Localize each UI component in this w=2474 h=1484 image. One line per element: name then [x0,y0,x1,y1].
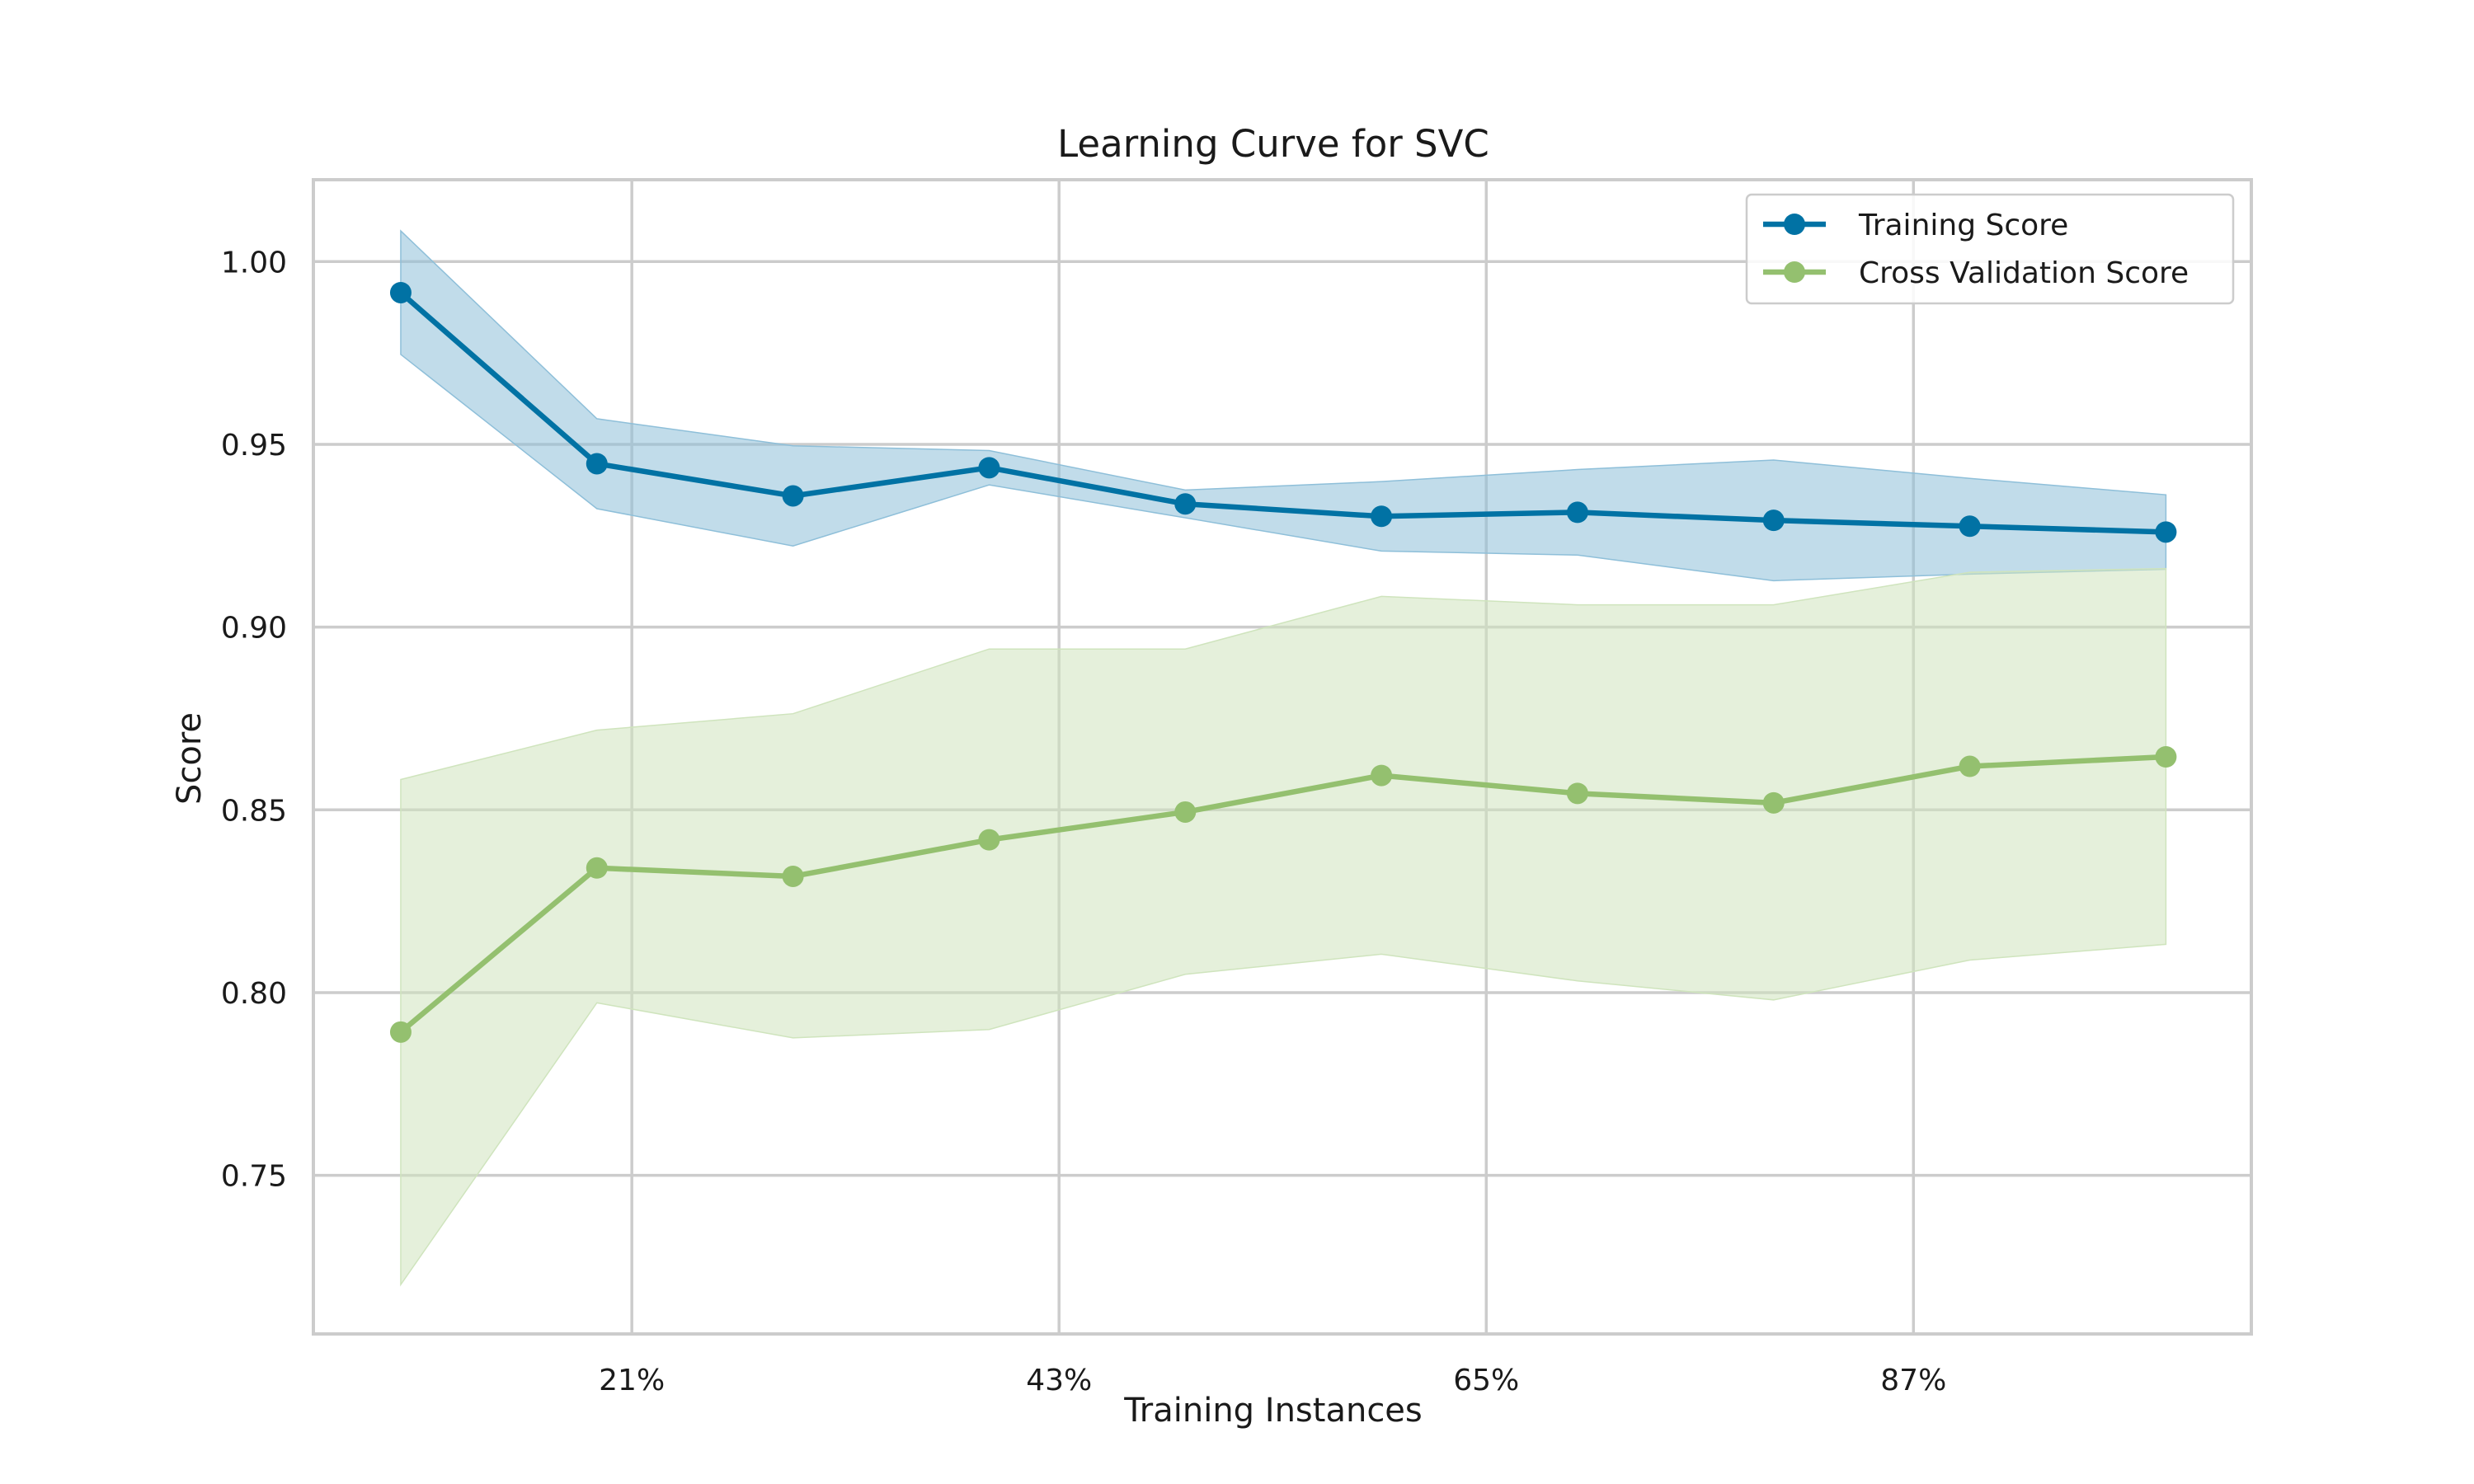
cross-validation-score-line [398,754,2166,1035]
x-tick-label: 21% [599,1364,665,1397]
cross-validation-score-point [1959,755,1981,777]
cross-validation-score-point [1566,782,1588,805]
cross-validation-score-point [389,1021,412,1043]
y-tick-label: 0.90 [221,612,287,646]
cross-validation-score-point [586,857,608,879]
x-tick-label: 65% [1453,1364,1519,1397]
training-score-point [2155,521,2177,543]
y-tick-label: 0.75 [221,1160,287,1194]
tick-labels: 21% 43% 65% 87% 0.75 0.80 0.85 0.90 0.95 1.00 [221,246,1946,1397]
x-tick-label: 43% [1026,1364,1092,1397]
x-tick-label: 87% [1880,1364,1946,1397]
legend-label: Training Score [1858,209,2068,242]
cross-validation-score-band [400,567,2167,1287]
cross-validation-score-point [2155,746,2177,768]
training-score-point [586,453,608,475]
y-tick-label: 1.00 [221,246,287,279]
cross-validation-score-point [782,865,804,887]
legend: Training Score Cross Validation Score [1745,193,2235,305]
y-tick-label: 0.85 [221,794,287,828]
confidence-bands [400,229,2167,1287]
cross-validation-score-point [1174,801,1197,823]
legend-marker [1784,261,1805,283]
cross-validation-score-point [1371,764,1393,787]
training-score-point [1566,501,1588,524]
legend-box [1745,193,2235,305]
training-score-point [389,281,412,303]
legend-label: Cross Validation Score [1859,256,2189,290]
training-score-point [1174,493,1197,515]
training-score-point [978,457,1000,479]
training-score-point [1959,515,1981,538]
series-points [389,281,2177,1043]
training-score-point [1762,510,1785,532]
y-tick-label: 0.95 [221,429,287,463]
training-score-point [1371,505,1393,528]
cross-validation-score-point [978,829,1000,851]
legend-marker [1784,214,1805,235]
series-lines [398,290,2166,1035]
chart-title: Learning Curve for SVC [1057,122,1489,166]
x-axis-label: Training Instances [1123,1392,1423,1430]
y-axis-label: Score [171,712,209,805]
plot-frame [312,178,2253,1336]
training-score-line [398,290,2166,535]
training-score-point [782,485,804,507]
y-tick-label: 0.80 [221,977,287,1011]
cross-validation-score-point [1762,791,1785,814]
